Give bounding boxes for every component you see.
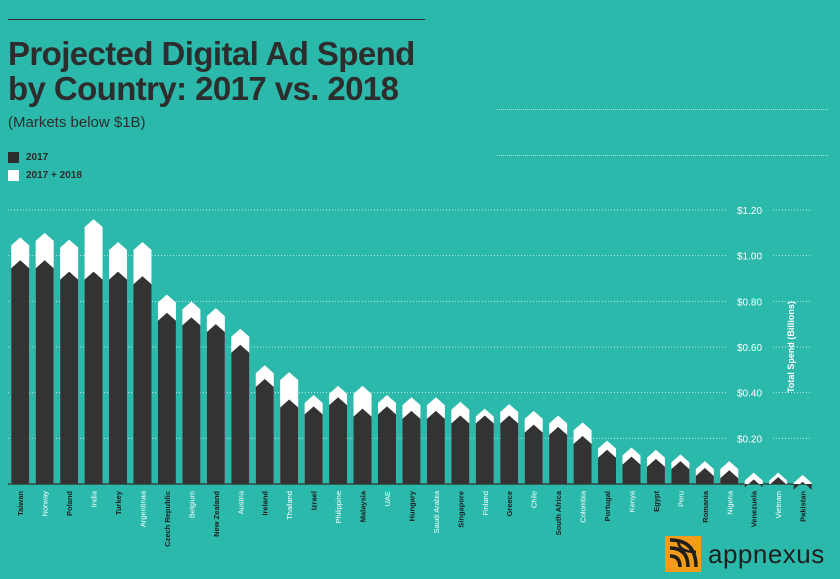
x-tick-label: Malaysia (359, 490, 368, 522)
bar-2017 (744, 479, 763, 488)
x-tick-label: Izrael (310, 491, 319, 510)
bar-2017 (793, 481, 812, 490)
bar-2017 (622, 456, 641, 484)
x-tick-label: India (90, 490, 99, 507)
x-tick-label: Belgium (187, 491, 196, 518)
bar-2017 (231, 344, 250, 484)
x-tick-label: Poland (65, 491, 74, 516)
legend-label-2017: 2017 (26, 151, 49, 163)
x-tick-label: UAE (383, 491, 392, 506)
bar-2017 (109, 271, 128, 484)
x-tick-label: Finland (481, 491, 490, 516)
bar-2017 (426, 410, 445, 484)
bar-2017-2018 (793, 474, 812, 484)
y-tick-label: $0.60 (737, 343, 762, 354)
x-tick-label: Vietnam (774, 491, 783, 518)
bar-2017 (646, 458, 665, 484)
x-tick-label: New Zealand (212, 491, 221, 537)
bar-2017 (11, 260, 30, 484)
bar-2017 (720, 470, 739, 484)
x-tick-label: Singapore (456, 491, 465, 528)
x-tick-label: Turkey (114, 490, 123, 515)
bar-2017 (304, 406, 323, 484)
x-tick-label: Taiwan (16, 491, 25, 516)
legend-label-2017-2018: 2017 + 2018 (26, 169, 82, 181)
x-tick-label: Chile (530, 491, 539, 508)
decorative-dotted-line (497, 109, 828, 110)
x-tick-label: Pakistan (799, 491, 808, 522)
appnexus-logo: appnexus (665, 536, 825, 572)
logo-wordmark: appnexus (708, 538, 825, 569)
bar-2017 (451, 415, 470, 484)
bar-2017 (133, 276, 152, 484)
x-tick-label: Ireland (261, 491, 270, 516)
x-tick-label: Greece (505, 491, 514, 516)
bar-2017-2018 (744, 472, 763, 484)
bar-2017 (35, 260, 54, 484)
bar-2017 (157, 312, 176, 484)
bar-2017 (353, 408, 372, 484)
title-top-rule (8, 19, 425, 20)
appnexus-logo-icon (665, 536, 701, 572)
x-tick-label: Venezuela (750, 490, 759, 527)
bar-2017 (255, 378, 274, 484)
bar-2017 (524, 424, 543, 484)
bar-2017 (475, 415, 494, 484)
x-tick-label: Thailand (285, 491, 294, 520)
y-tick-label: $0.40 (737, 389, 762, 400)
x-tick-label: South Africa (554, 490, 563, 535)
bar-2017 (695, 468, 714, 484)
chart-title: Projected Digital Ad Spend by Country: 2… (8, 35, 415, 107)
bar-2017 (206, 324, 225, 484)
x-tick-label: Colombia (579, 490, 588, 523)
y-tick-label: $0.80 (737, 297, 762, 308)
bar-2017 (769, 477, 788, 486)
y-tick-label: $0.20 (737, 434, 762, 445)
bar-2017 (549, 426, 568, 484)
x-tick-label: Czech Republic (163, 491, 172, 547)
bar-2017 (500, 415, 519, 484)
bar-2017 (671, 461, 690, 484)
x-tick-label: Egypt (652, 491, 661, 512)
bar-2017 (182, 317, 201, 484)
legend-swatch-2017-2018 (8, 169, 19, 181)
legend-item-2017-2018: 2017 + 2018 (8, 166, 82, 184)
bar-2017 (329, 397, 348, 484)
y-tick-label: $1.20 (737, 206, 762, 217)
bar-2017 (402, 410, 421, 484)
bar-2017 (280, 399, 299, 484)
x-tick-label: Portugal (603, 491, 612, 521)
bar-2017 (377, 406, 396, 484)
bar-2017 (84, 271, 103, 484)
y-tick-label: $1.00 (737, 252, 762, 263)
x-tick-label: Philippine (334, 491, 343, 524)
bar-2017 (60, 271, 79, 484)
x-tick-label: Saudi Arabia (432, 490, 441, 533)
legend-item-2017: 2017 (8, 148, 82, 166)
chart-subtitle: (Markets below $1B) (8, 114, 146, 131)
legend: 2017 2017 + 2018 (8, 148, 82, 184)
bar-2017 (598, 449, 617, 484)
y-axis-label: Total Spend (Billions) (786, 301, 796, 393)
x-tick-label: Hungary (407, 490, 416, 521)
x-tick-label: Argentinaa (138, 490, 147, 527)
legend-swatch-2017 (8, 151, 19, 163)
bar-2017 (573, 436, 592, 484)
x-tick-label: Austria (236, 490, 245, 514)
x-tick-label: Norway (41, 491, 50, 517)
x-tick-label: Romania (701, 490, 710, 523)
x-tick-label: Nigeria (725, 490, 734, 515)
x-tick-label: Kenya (627, 490, 636, 512)
decorative-dotted-line (497, 155, 828, 156)
x-tick-label: Peru (676, 491, 685, 507)
